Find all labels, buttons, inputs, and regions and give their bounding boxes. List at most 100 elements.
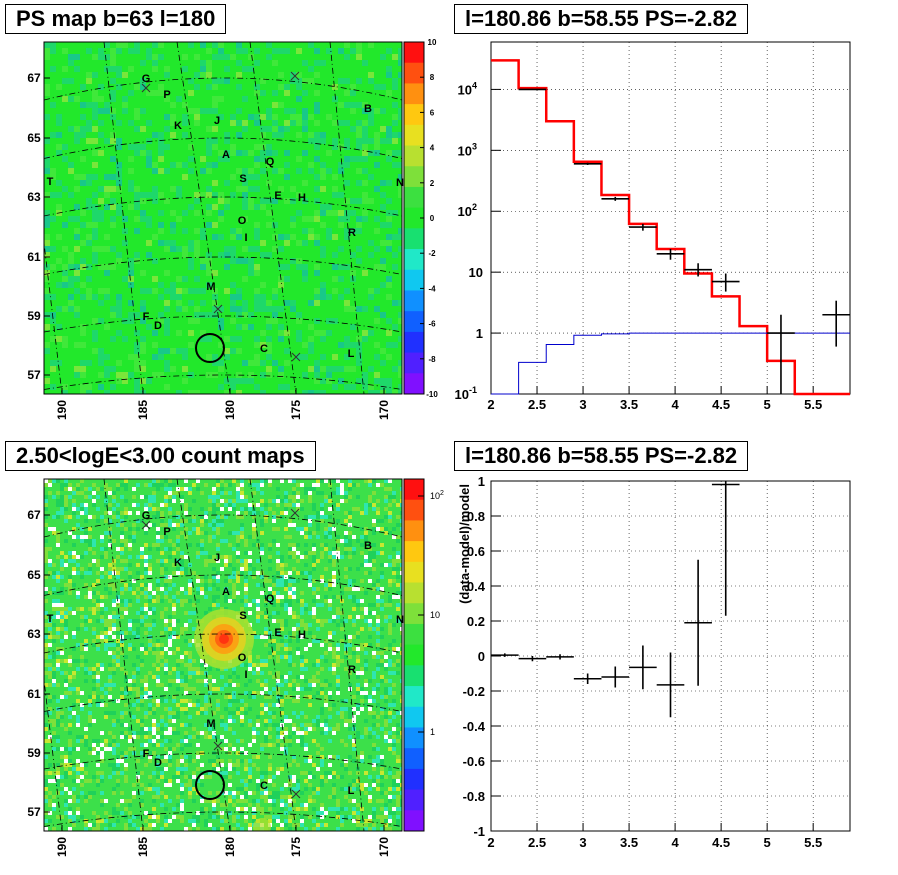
map-cell (148, 707, 152, 711)
map-cell (56, 815, 60, 819)
map-cell (204, 511, 208, 515)
map-cell (76, 515, 80, 519)
map-cell (338, 222, 344, 228)
map-cell (68, 78, 74, 84)
map-cell (92, 102, 98, 108)
map-cell (136, 791, 140, 795)
map-cell (216, 527, 220, 531)
map-cell (48, 559, 52, 563)
map-cell (260, 204, 266, 210)
map-cell (266, 300, 272, 306)
map-cell (248, 707, 252, 711)
map-cell (62, 144, 68, 150)
map-cell (392, 138, 398, 144)
map-cell (230, 54, 236, 60)
map-cell (364, 539, 368, 543)
map-cell (336, 755, 340, 759)
map-cell (376, 647, 380, 651)
map-cell (398, 108, 402, 114)
map-cell (254, 186, 260, 192)
map-cell (44, 324, 50, 330)
map-cell (392, 390, 398, 394)
map-cell (288, 547, 292, 551)
map-cell (368, 611, 372, 615)
map-cell (284, 643, 288, 647)
map-cell (52, 651, 56, 655)
map-cell (84, 823, 88, 827)
map-cell (320, 691, 324, 695)
map-cell (388, 811, 392, 815)
map-cell (64, 623, 68, 627)
map-cell (292, 495, 296, 499)
map-cell (44, 523, 48, 527)
map-cell (350, 198, 356, 204)
map-cell (72, 499, 76, 503)
map-cell (86, 174, 92, 180)
map-cell (256, 543, 260, 547)
map-cell (144, 651, 148, 655)
map-cell (172, 571, 176, 575)
map-cell (50, 318, 56, 324)
map-cell (200, 799, 204, 803)
map-cell (232, 567, 236, 571)
map-cell (288, 807, 292, 811)
map-cell (296, 783, 300, 787)
map-cell (220, 735, 224, 739)
map-cell (84, 799, 88, 803)
map-cell (64, 479, 68, 483)
map-cell (332, 775, 336, 779)
map-cell (344, 531, 348, 535)
map-cell (80, 180, 86, 186)
map-cell (116, 300, 122, 306)
map-cell (392, 499, 396, 503)
map-cell (206, 162, 212, 168)
map-cell (224, 66, 230, 72)
map-cell (104, 607, 108, 611)
map-cell (340, 787, 344, 791)
map-cell (182, 246, 188, 252)
map-cell (348, 539, 352, 543)
map-cell (44, 647, 48, 651)
source-label-N: N (396, 614, 404, 626)
map-cell (80, 707, 84, 711)
map-cell (56, 627, 60, 631)
map-cell (396, 559, 400, 563)
map-cell (240, 827, 244, 831)
map-cell (356, 222, 362, 228)
map-cell (290, 258, 296, 264)
map-cell (392, 727, 396, 731)
map-cell (284, 675, 288, 679)
map-cell (248, 791, 252, 795)
map-cell (352, 587, 356, 591)
map-cell (260, 150, 266, 156)
map-cell (104, 643, 108, 647)
map-cell (312, 587, 316, 591)
map-cell (290, 300, 296, 306)
map-cell (296, 192, 302, 198)
map-cell (344, 655, 348, 659)
map-cell (320, 491, 324, 495)
map-cell (254, 270, 260, 276)
map-cell (268, 555, 272, 559)
map-cell (292, 479, 296, 483)
map-cell (76, 607, 80, 611)
map-cell (308, 683, 312, 687)
map-cell (398, 336, 402, 342)
map-cell (244, 759, 248, 763)
map-cell (172, 651, 176, 655)
map-cell (136, 571, 140, 575)
map-cell (48, 683, 52, 687)
map-cell (116, 144, 122, 150)
map-cell (296, 78, 302, 84)
map-cell (140, 378, 146, 384)
map-cell (200, 168, 206, 174)
map-cell (264, 615, 268, 619)
map-cell (80, 102, 86, 108)
map-cell (360, 707, 364, 711)
map-cell (268, 727, 272, 731)
map-cell (302, 228, 308, 234)
map-cell (320, 138, 326, 144)
map-cell (184, 767, 188, 771)
map-cell (204, 707, 208, 711)
map-cell (44, 234, 50, 240)
